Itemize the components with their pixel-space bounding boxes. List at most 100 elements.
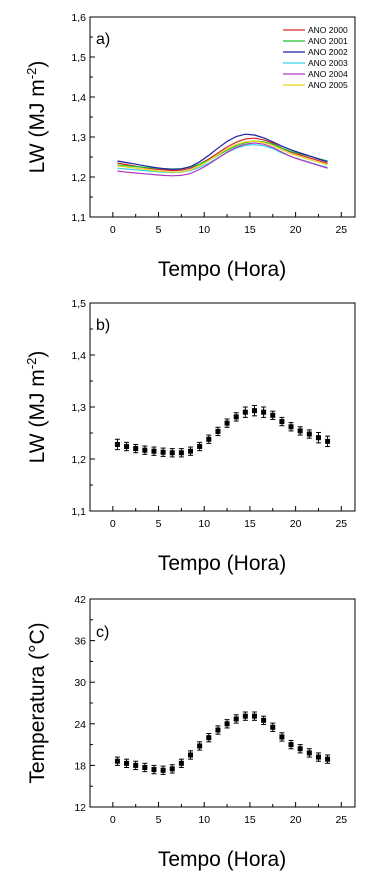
panel-b-point-14 xyxy=(242,406,248,418)
panel-a-label: a) xyxy=(96,31,110,48)
panel-a-x-tick-label-2: 10 xyxy=(198,224,210,236)
panel-b-point-1 xyxy=(124,441,130,452)
panel-a-y-axis-label-end: ) xyxy=(26,61,49,68)
panel-c-point-21 xyxy=(306,748,312,758)
panel-b-point-9 xyxy=(197,441,203,452)
panel-c-marker-18 xyxy=(279,734,285,740)
panel-b-y-tick-label-2: 1,3 xyxy=(71,402,86,414)
panel-c-y-axis-label: Temperatura (°C) xyxy=(26,622,49,783)
panel-c-marker-11 xyxy=(215,727,221,733)
panel-c-marker-19 xyxy=(288,742,294,748)
panel-c-x-tick-label-3: 15 xyxy=(244,814,256,826)
panel-b-point-16 xyxy=(261,406,267,418)
panel-b-point-10 xyxy=(206,434,212,444)
panel-b-series xyxy=(114,404,331,458)
panel-a: a) 0 5 10 15 20 25 1,1 1,2 1,3 1,4 1,5 1,6 ANO 2000… xyxy=(24,12,356,281)
panel-c-marker-17 xyxy=(270,724,276,730)
panel-c-x-tick-label-4: 20 xyxy=(290,814,302,826)
panel-c-point-1 xyxy=(124,758,130,768)
panel-b-point-0 xyxy=(114,438,120,451)
panel-b-marker-14 xyxy=(242,409,248,415)
panel-b-plot-frame xyxy=(89,302,356,512)
panel-b-y-tick-label-0: 1,1 xyxy=(71,506,86,518)
panel-c-y-tick-label-3: 30 xyxy=(74,677,86,689)
panel-a-x-axis-label: Tempo (Hora) xyxy=(158,258,286,281)
panel-a-y-tick-label-0: 1,1 xyxy=(71,212,86,224)
panel-c-marker-9 xyxy=(197,743,203,749)
panel-b-x-axis-label: Tempo (Hora) xyxy=(158,552,286,575)
panel-a-x-tick-label-5: 25 xyxy=(335,224,347,236)
panel-b-marker-17 xyxy=(270,412,276,418)
panel-c-point-22 xyxy=(315,752,321,762)
panel-b-point-20 xyxy=(297,426,303,436)
panel-c-marker-6 xyxy=(169,766,175,772)
panel-b-point-22 xyxy=(315,431,321,444)
panel-c-x-tick-label-2: 10 xyxy=(198,814,210,826)
panel-a-y-axis-label: LW (MJ m-2) xyxy=(24,61,49,174)
panel-b-point-17 xyxy=(270,410,276,420)
panel-c-marker-12 xyxy=(224,721,230,727)
panel-c-marker-15 xyxy=(251,713,257,719)
panel-c-y-tick-label-1: 18 xyxy=(74,760,86,772)
panel-b-point-2 xyxy=(133,443,139,454)
panel-b-point-8 xyxy=(188,446,194,456)
panel-b-point-5 xyxy=(160,447,166,457)
panel-c-point-14 xyxy=(242,711,248,721)
panel-c-point-0 xyxy=(114,756,120,766)
panel-c-point-17 xyxy=(270,722,276,732)
panel-a-y-tick-label-4: 1,5 xyxy=(71,52,86,64)
panel-a-series xyxy=(117,133,328,177)
panel-b-marker-2 xyxy=(133,446,139,452)
panel-c-point-5 xyxy=(160,765,166,775)
panel-b-point-21 xyxy=(306,429,312,439)
panel-c-marker-1 xyxy=(124,760,130,766)
panel-b-y-axis-label-main: LW (MJ m xyxy=(26,369,49,463)
panel-b-marker-10 xyxy=(206,436,212,442)
panel-c-ticks: 0 5 10 15 20 25 12 18 24 30 36 42 xyxy=(74,594,347,826)
panel-b-point-18 xyxy=(279,416,285,427)
panel-c-point-2 xyxy=(133,760,139,771)
panel-a-series-line-4 xyxy=(117,142,328,177)
panel-b-marker-12 xyxy=(224,420,230,426)
panel-a-y-tick-label-3: 1,4 xyxy=(71,92,86,104)
panel-a-legend-label-5: ANO 2005 xyxy=(308,80,348,90)
panel-c-point-16 xyxy=(261,715,267,725)
panel-b-point-23 xyxy=(325,435,331,448)
panel-a-y-tick-label-2: 1,3 xyxy=(71,132,86,144)
panel-c-marker-22 xyxy=(315,754,321,760)
panel-b-marker-15 xyxy=(251,408,257,414)
panel-a-series-line-0 xyxy=(117,137,328,172)
panel-b-x-tick-label-4: 20 xyxy=(290,518,302,530)
panel-c-point-7 xyxy=(178,758,184,768)
panel-b-y-tick-label-1: 1,2 xyxy=(71,454,86,466)
panel-c-point-10 xyxy=(206,733,212,743)
panel-c-point-6 xyxy=(169,764,175,774)
panel-b-point-13 xyxy=(233,412,239,422)
panel-b-y-axis-label-sup: -2 xyxy=(24,358,39,370)
panel-c-point-23 xyxy=(325,754,331,764)
panel-c-x-tick-label-1: 5 xyxy=(156,814,162,826)
panel-b-marker-4 xyxy=(151,448,157,454)
panel-c-marker-0 xyxy=(114,758,120,764)
panel-a-legend-label-4: ANO 2004 xyxy=(308,69,348,79)
panel-b-marker-13 xyxy=(233,414,239,420)
panel-a-y-tick-label-1: 1,2 xyxy=(71,172,86,184)
panel-a-x-tick-label-4: 20 xyxy=(290,224,302,236)
panel-b-marker-22 xyxy=(315,435,321,441)
panel-c-marker-20 xyxy=(297,746,303,752)
panel-c-plot-frame xyxy=(89,598,356,808)
panel-a-y-axis-label-sup: -2 xyxy=(24,68,39,80)
panel-a-x-tick-label-3: 15 xyxy=(244,224,256,236)
panel-b-point-6 xyxy=(169,448,175,458)
panel-c-point-13 xyxy=(233,714,239,724)
panel-c-point-8 xyxy=(188,750,194,760)
panel-c-marker-8 xyxy=(188,752,194,758)
panel-a-x-tick-label-1: 5 xyxy=(156,224,162,236)
panel-b: b) 0 5 10 15 20 25 1,1 1,2 1,3 1,4 1,5 Tempo (Hora… xyxy=(24,298,356,575)
panel-c: c) 0 5 10 15 20 25 12 18 24 30 36 42 Tempo (Hora) T… xyxy=(26,594,356,871)
panel-b-point-15 xyxy=(251,404,257,417)
panel-c-point-15 xyxy=(251,711,257,721)
panel-b-marker-7 xyxy=(178,450,184,456)
